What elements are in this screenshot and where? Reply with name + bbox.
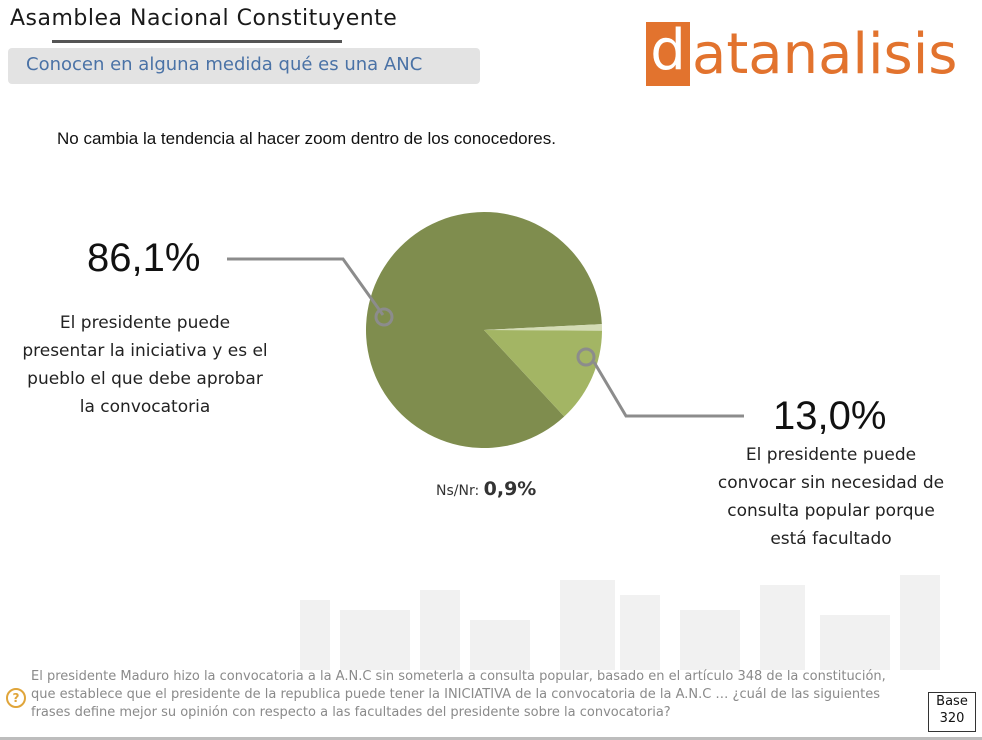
bottom-rule: [0, 737, 982, 740]
left-percentage: 86,1%: [87, 236, 201, 280]
subtitle: Conocen en alguna medida qué es una ANC: [26, 54, 423, 75]
right-label-line: El presidente puede: [745, 445, 917, 465]
logo-letter-d: d: [646, 22, 690, 86]
right-connector-line: [592, 361, 744, 418]
nsnr-label: Ns/Nr: 0,9%: [436, 478, 536, 500]
right-percentage: 13,0%: [773, 394, 887, 438]
left-label-line: presentar la iniciativa y es el: [22, 341, 268, 361]
lead-text: No cambia la tendencia al hacer zoom den…: [57, 129, 556, 148]
logo-text-rest: atanalisis: [692, 22, 958, 87]
right-connector-dot: [576, 347, 596, 367]
right-label: El presidente puede convocar sin necesid…: [700, 441, 962, 553]
left-connector-line: [227, 257, 385, 316]
left-label-line: la convocatoria: [79, 397, 211, 417]
question-mark-icon: ?: [6, 688, 26, 708]
survey-question: El presidente Maduro hizo la convocatori…: [31, 669, 886, 720]
left-label-line: El presidente puede: [59, 313, 231, 333]
page-title: Asamblea Nacional Constituyente: [10, 6, 398, 31]
base-label: Base: [936, 694, 968, 709]
skyline-watermark: [300, 575, 940, 670]
pie-slice-iniciativa: [366, 212, 602, 448]
base-value: 320: [939, 711, 965, 726]
right-label-line: está facultado: [770, 529, 892, 549]
pie-slice-nsnr: [484, 324, 602, 331]
right-label-line: consulta popular porque: [727, 501, 935, 521]
datanalisis-logo: d atanalisis: [646, 22, 976, 88]
left-connector-dot: [374, 307, 394, 327]
title-underline: [52, 40, 342, 43]
nsnr-label-text: Ns/Nr:: [436, 483, 480, 499]
subtitle-box: Conocen en alguna medida qué es una ANC: [8, 48, 480, 84]
right-label-line: convocar sin necesidad de: [717, 473, 945, 493]
left-label: El presidente puede presentar la iniciat…: [10, 309, 280, 421]
left-label-line: pueblo el que debe aprobar: [27, 369, 263, 389]
nsnr-value: 0,9%: [483, 478, 537, 500]
pie-slice-convocar: [484, 330, 602, 417]
base-box: Base 320: [928, 692, 976, 732]
